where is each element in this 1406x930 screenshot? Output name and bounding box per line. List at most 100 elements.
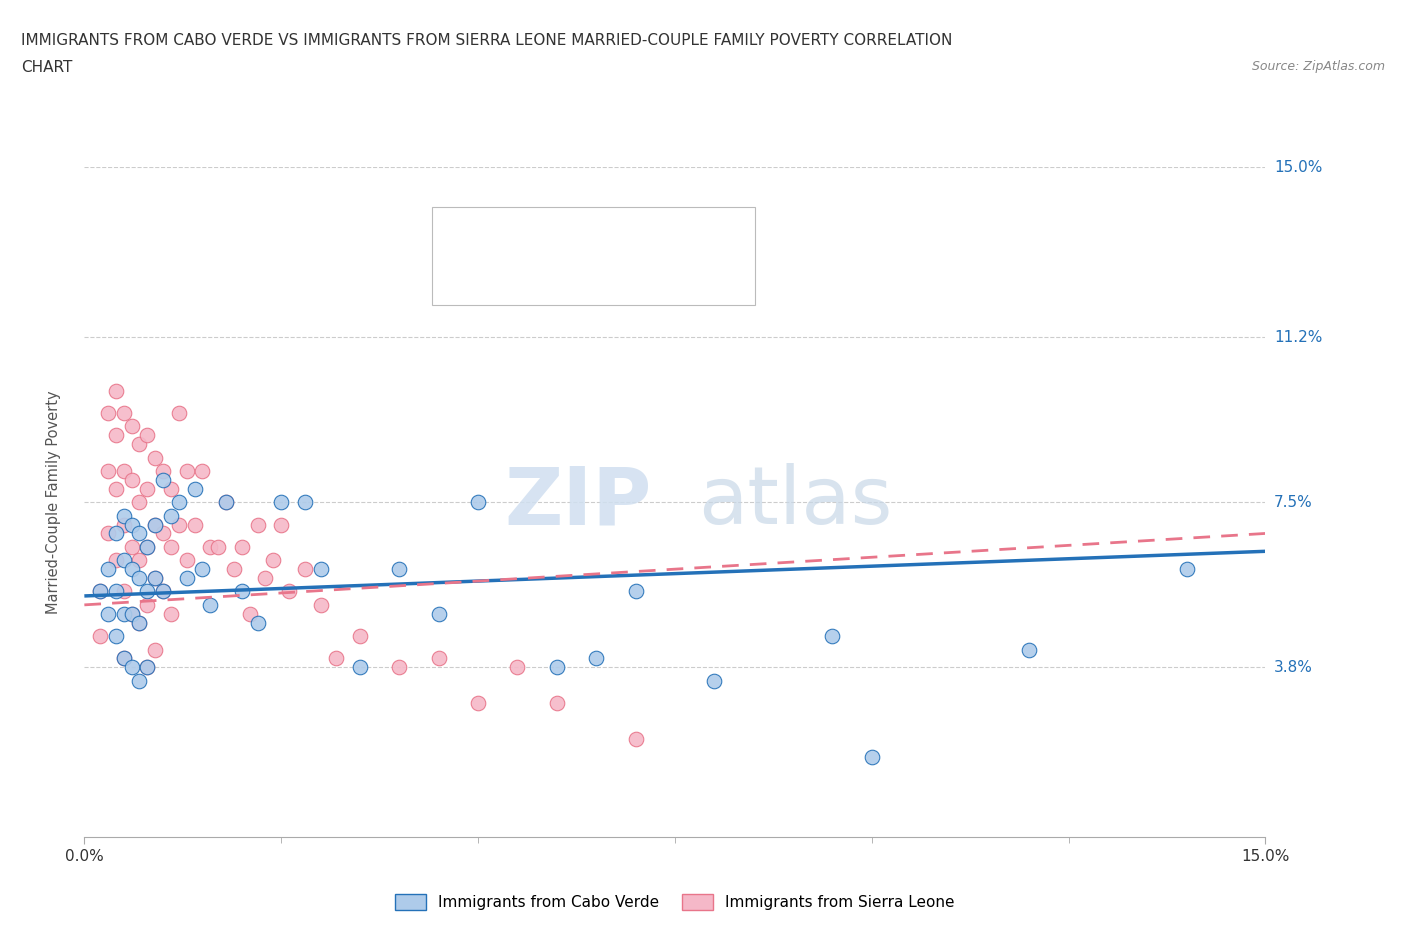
Point bbox=[97, 526, 120, 541]
Point bbox=[121, 660, 143, 675]
Point bbox=[136, 584, 159, 599]
Point bbox=[112, 517, 135, 532]
Point bbox=[160, 539, 183, 554]
Point bbox=[427, 606, 450, 621]
Point bbox=[176, 463, 198, 478]
Point bbox=[121, 562, 143, 577]
Point bbox=[152, 584, 174, 599]
Point bbox=[121, 539, 143, 554]
Point bbox=[167, 405, 190, 420]
Point bbox=[703, 673, 725, 688]
Point bbox=[128, 616, 150, 631]
Text: Source: ZipAtlas.com: Source: ZipAtlas.com bbox=[1251, 60, 1385, 73]
Point bbox=[207, 539, 229, 554]
Text: 15.0%: 15.0% bbox=[1274, 160, 1322, 175]
Point bbox=[254, 571, 277, 586]
Point bbox=[246, 616, 269, 631]
Point bbox=[231, 584, 253, 599]
Point bbox=[821, 629, 844, 644]
Point bbox=[112, 584, 135, 599]
Point bbox=[128, 552, 150, 567]
Text: R =: R = bbox=[488, 268, 524, 286]
Point bbox=[136, 539, 159, 554]
Point bbox=[112, 651, 135, 666]
Point bbox=[546, 696, 568, 711]
Point bbox=[89, 584, 111, 599]
Point bbox=[388, 660, 411, 675]
Point bbox=[136, 660, 159, 675]
Point bbox=[143, 517, 166, 532]
Point bbox=[121, 606, 143, 621]
Point bbox=[388, 562, 411, 577]
Point bbox=[143, 571, 166, 586]
Point bbox=[97, 463, 120, 478]
Point bbox=[152, 526, 174, 541]
Point bbox=[143, 450, 166, 465]
Text: 0.034: 0.034 bbox=[527, 268, 582, 286]
Text: 3.8%: 3.8% bbox=[1274, 660, 1313, 675]
Point bbox=[427, 651, 450, 666]
Point bbox=[546, 660, 568, 675]
Point bbox=[136, 482, 159, 497]
Point bbox=[262, 552, 284, 567]
Text: CHART: CHART bbox=[21, 60, 73, 75]
Point bbox=[183, 517, 205, 532]
Point bbox=[97, 562, 120, 577]
Point bbox=[152, 472, 174, 487]
Point bbox=[325, 651, 347, 666]
Point bbox=[152, 463, 174, 478]
Point bbox=[143, 571, 166, 586]
Point bbox=[112, 405, 135, 420]
Point bbox=[167, 495, 190, 510]
Point bbox=[176, 552, 198, 567]
Point bbox=[104, 482, 127, 497]
Text: ZIP: ZIP bbox=[503, 463, 651, 541]
Point bbox=[239, 606, 262, 621]
Point bbox=[128, 495, 150, 510]
Point bbox=[128, 437, 150, 452]
Point bbox=[112, 463, 135, 478]
Y-axis label: Married-Couple Family Poverty: Married-Couple Family Poverty bbox=[46, 391, 60, 614]
Point bbox=[121, 517, 143, 532]
Point bbox=[104, 629, 127, 644]
Point bbox=[1175, 562, 1198, 577]
Point bbox=[167, 517, 190, 532]
Point bbox=[143, 517, 166, 532]
Point bbox=[136, 539, 159, 554]
Point bbox=[112, 606, 135, 621]
Point bbox=[246, 517, 269, 532]
Point bbox=[160, 508, 183, 523]
Text: IMMIGRANTS FROM CABO VERDE VS IMMIGRANTS FROM SIERRA LEONE MARRIED-COUPLE FAMILY: IMMIGRANTS FROM CABO VERDE VS IMMIGRANTS… bbox=[21, 33, 952, 47]
Point bbox=[112, 552, 135, 567]
Point bbox=[215, 495, 238, 510]
Point bbox=[231, 539, 253, 554]
Legend: Immigrants from Cabo Verde, Immigrants from Sierra Leone: Immigrants from Cabo Verde, Immigrants f… bbox=[389, 888, 960, 916]
Point bbox=[585, 651, 607, 666]
Text: 7.5%: 7.5% bbox=[1274, 495, 1313, 510]
Point bbox=[104, 428, 127, 443]
Point bbox=[128, 571, 150, 586]
Point bbox=[270, 517, 292, 532]
Point bbox=[183, 482, 205, 497]
Point bbox=[624, 731, 647, 746]
Point bbox=[294, 495, 316, 510]
Text: atlas: atlas bbox=[699, 463, 893, 541]
Point bbox=[349, 629, 371, 644]
Point bbox=[112, 508, 135, 523]
Point bbox=[222, 562, 245, 577]
Point bbox=[121, 472, 143, 487]
Point bbox=[349, 660, 371, 675]
Point bbox=[1018, 642, 1040, 657]
Point bbox=[143, 642, 166, 657]
Point bbox=[128, 673, 150, 688]
Point bbox=[97, 405, 120, 420]
Point bbox=[309, 597, 332, 612]
Point bbox=[160, 606, 183, 621]
Point bbox=[200, 597, 222, 612]
Point bbox=[309, 562, 332, 577]
Point bbox=[89, 584, 111, 599]
Point bbox=[128, 526, 150, 541]
Point bbox=[121, 606, 143, 621]
Text: R =: R = bbox=[488, 226, 524, 244]
Point bbox=[89, 629, 111, 644]
